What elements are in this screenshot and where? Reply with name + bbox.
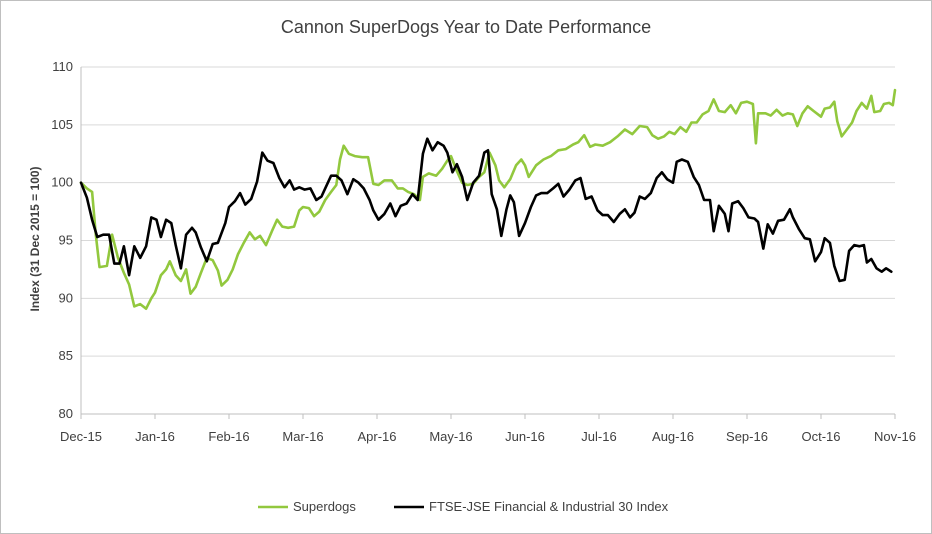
y-axis-label: Index (31 Dec 2015 = 100) — [28, 166, 42, 311]
x-tick-label: Aug-16 — [652, 429, 694, 444]
chart-title: Cannon SuperDogs Year to Date Performanc… — [281, 17, 651, 37]
legend-label-0: Superdogs — [293, 499, 356, 514]
x-tick-label: Oct-16 — [801, 429, 840, 444]
x-tick-label: Mar-16 — [282, 429, 323, 444]
y-tick-label: 95 — [59, 233, 73, 248]
x-tick-label: Jan-16 — [135, 429, 175, 444]
x-tick-label: Dec-15 — [60, 429, 102, 444]
grid-lines — [81, 66, 895, 357]
legend-label-1: FTSE-JSE Financial & Industrial 30 Index — [429, 499, 669, 514]
y-tick-label: 105 — [51, 117, 73, 132]
series-lines — [79, 88, 897, 310]
series-line-1 — [79, 137, 893, 283]
x-tick-label: Feb-16 — [208, 429, 249, 444]
y-tick-label: 90 — [59, 290, 73, 305]
y-tick-label: 100 — [51, 175, 73, 190]
series-line-0 — [79, 88, 897, 310]
x-tick-label: Sep-16 — [726, 429, 768, 444]
x-tick-label: Jul-16 — [581, 429, 616, 444]
x-tick-label: May-16 — [429, 429, 472, 444]
y-tick-label: 85 — [59, 348, 73, 363]
tick-labels: 80 85 90 95 100 105 110 Dec-15 Jan-16 Feb-16 Mar-1… — [51, 59, 916, 444]
y-tick-label: 110 — [52, 59, 73, 74]
x-tick-label: Nov-16 — [874, 429, 916, 444]
legend: Superdogs FTSE-JSE Financial & Industrial… — [258, 499, 669, 514]
y-tick-label: 80 — [59, 406, 73, 421]
x-tick-label: Apr-16 — [357, 429, 396, 444]
axes — [80, 67, 896, 419]
x-tick-label: Jun-16 — [505, 429, 545, 444]
